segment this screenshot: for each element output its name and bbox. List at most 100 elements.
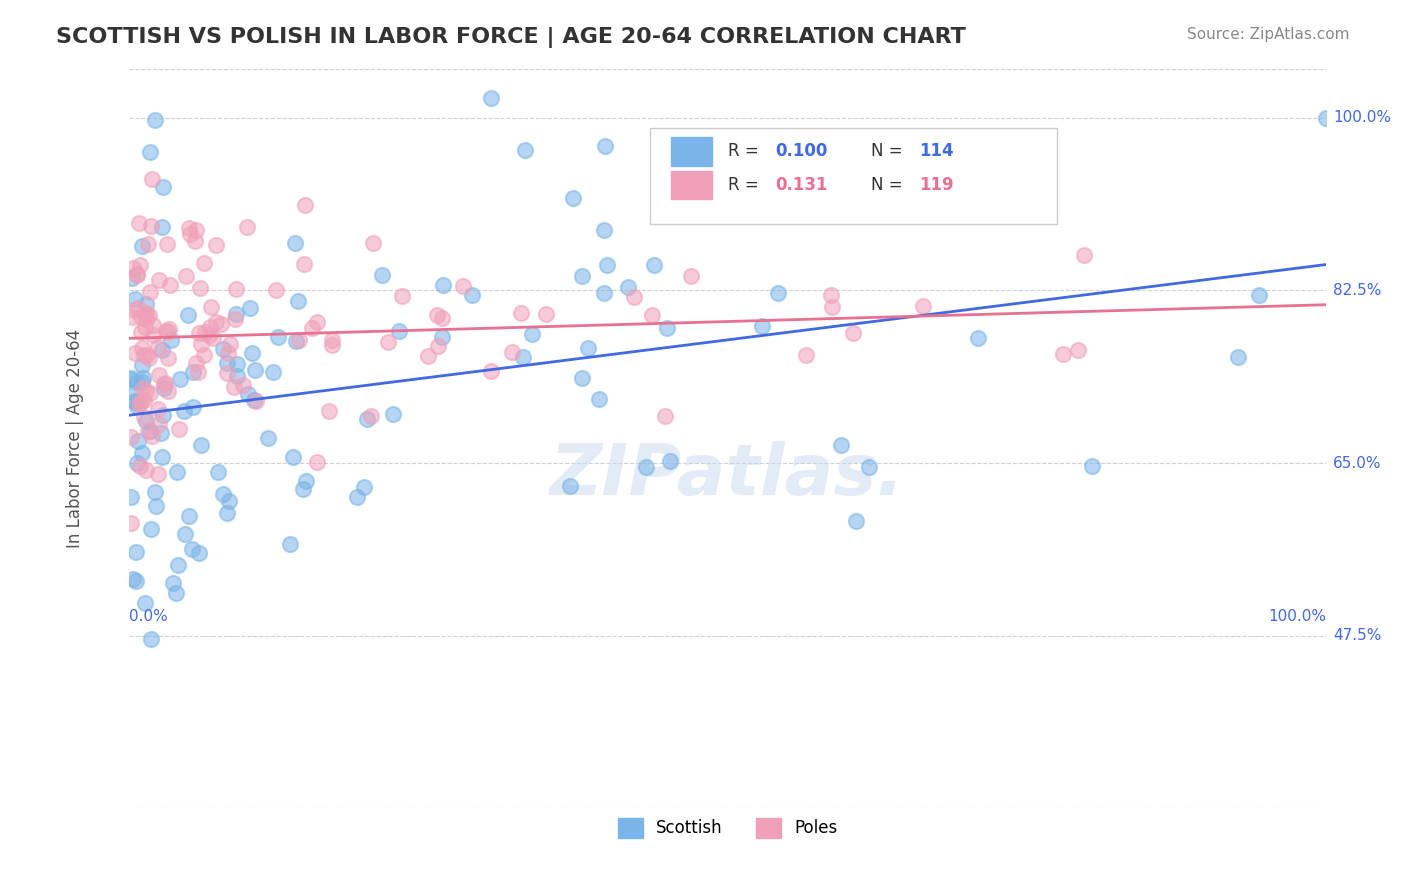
Point — [356, 412, 378, 426]
Point — [225, 369, 247, 384]
Point — [152, 220, 174, 235]
Point — [129, 459, 152, 474]
Point — [127, 399, 149, 413]
Point — [967, 331, 990, 345]
Point — [141, 219, 163, 233]
Point — [307, 454, 329, 468]
Point — [209, 317, 232, 331]
Point — [148, 273, 170, 287]
Point — [121, 310, 143, 325]
Point — [426, 308, 449, 322]
Text: Source: ZipAtlas.com: Source: ZipAtlas.com — [1187, 27, 1350, 42]
Text: 100.0%: 100.0% — [1268, 608, 1326, 624]
Point — [141, 429, 163, 443]
Point — [125, 267, 148, 281]
Point — [193, 348, 215, 362]
Point — [479, 364, 502, 378]
Point — [131, 358, 153, 372]
Text: R =: R = — [728, 176, 763, 194]
Point — [562, 191, 585, 205]
Point — [377, 334, 399, 349]
Point — [225, 307, 247, 321]
FancyBboxPatch shape — [650, 128, 1057, 224]
Point — [617, 279, 640, 293]
Point — [576, 341, 599, 355]
Point — [1081, 458, 1104, 473]
Point — [830, 438, 852, 452]
Point — [135, 384, 157, 398]
Point — [321, 338, 343, 352]
Point — [257, 431, 280, 445]
Point — [240, 346, 263, 360]
Point — [217, 345, 239, 359]
Point — [501, 344, 523, 359]
Point — [143, 112, 166, 127]
Point — [281, 450, 304, 465]
Point — [245, 393, 267, 408]
Point — [167, 422, 190, 436]
Point — [129, 394, 152, 409]
Point — [623, 290, 645, 304]
Point — [131, 371, 153, 385]
Point — [136, 424, 159, 438]
Point — [232, 377, 254, 392]
Point — [143, 484, 166, 499]
Point — [132, 348, 155, 362]
Point — [321, 333, 343, 347]
Point — [135, 297, 157, 311]
Point — [141, 522, 163, 536]
Point — [1315, 111, 1337, 125]
Point — [432, 310, 454, 325]
Point — [287, 334, 309, 348]
Text: 119: 119 — [920, 176, 953, 194]
Legend: Scottish, Poles: Scottish, Poles — [612, 811, 844, 845]
Point — [124, 394, 146, 409]
Point — [346, 490, 368, 504]
Point — [159, 278, 181, 293]
Point — [193, 256, 215, 270]
Point — [150, 426, 173, 441]
Point — [118, 372, 141, 386]
Point — [132, 381, 155, 395]
Point — [844, 514, 866, 528]
Point — [124, 303, 146, 318]
Point — [120, 490, 142, 504]
Point — [179, 221, 201, 235]
Point — [318, 404, 340, 418]
Point — [522, 326, 544, 341]
Point — [204, 315, 226, 329]
FancyBboxPatch shape — [672, 137, 711, 166]
Point — [239, 301, 262, 316]
Point — [152, 180, 174, 194]
Point — [558, 478, 581, 492]
Point — [153, 376, 176, 390]
Point — [127, 376, 149, 390]
Text: SCOTTISH VS POLISH IN LABOR FORCE | AGE 20-64 CORRELATION CHART: SCOTTISH VS POLISH IN LABOR FORCE | AGE … — [56, 27, 966, 48]
Point — [125, 456, 148, 470]
Point — [190, 336, 212, 351]
Point — [131, 341, 153, 355]
Point — [131, 446, 153, 460]
Point — [432, 330, 454, 344]
Text: R =: R = — [728, 143, 763, 161]
Point — [125, 268, 148, 282]
Point — [145, 499, 167, 513]
Text: 65.0%: 65.0% — [1333, 456, 1382, 471]
Point — [181, 365, 204, 379]
Point — [236, 219, 259, 234]
Point — [198, 320, 221, 334]
Point — [218, 494, 240, 508]
Point — [142, 327, 165, 342]
Point — [571, 371, 593, 385]
Point — [461, 288, 484, 302]
Point — [156, 237, 179, 252]
Point — [205, 238, 228, 252]
Point — [159, 333, 181, 347]
Point — [510, 306, 533, 320]
Point — [198, 328, 221, 343]
Point — [186, 223, 208, 237]
Point — [124, 346, 146, 360]
Point — [292, 257, 315, 271]
Point — [153, 382, 176, 396]
Text: 82.5%: 82.5% — [1333, 283, 1381, 298]
